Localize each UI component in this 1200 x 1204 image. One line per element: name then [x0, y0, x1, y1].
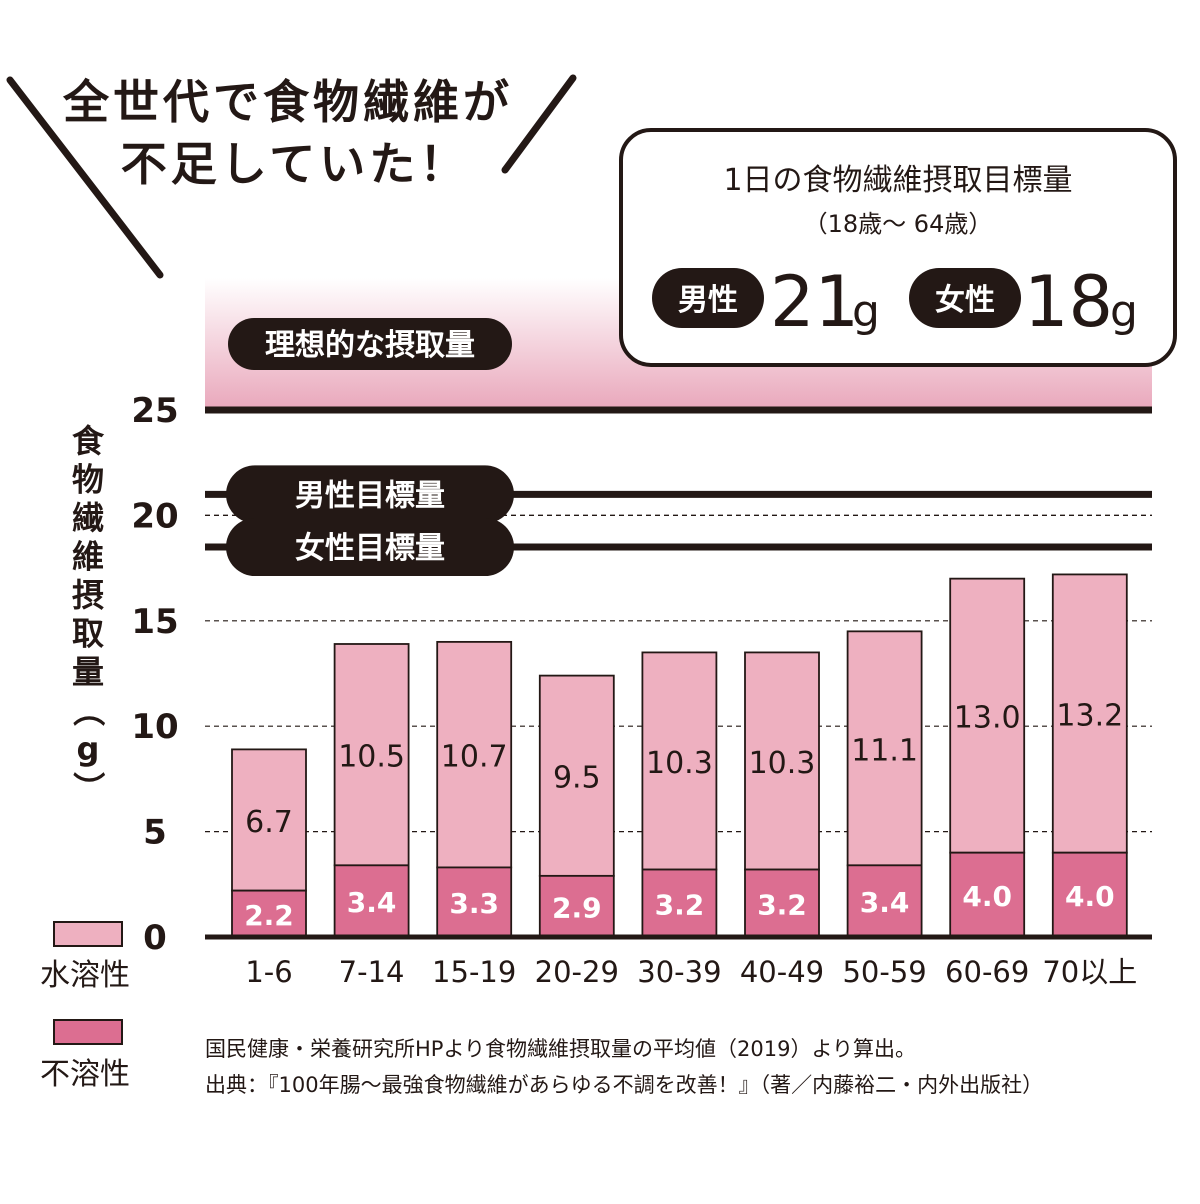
- headline-slash-left: [6, 76, 164, 279]
- data-label-insoluble: 3.4: [860, 886, 910, 919]
- data-label-soluble: 10.3: [749, 746, 816, 781]
- bar-insoluble: [1051, 851, 1128, 938]
- data-label-soluble: 10.5: [338, 740, 405, 775]
- male-target-unit: g: [852, 286, 880, 337]
- data-label-insoluble: 3.2: [655, 888, 705, 921]
- y-axis-label-char: 物: [72, 461, 104, 499]
- x-tick-label: 40-49: [740, 955, 824, 989]
- male-pill: [652, 268, 764, 328]
- y-tick-label: 20: [131, 496, 178, 536]
- female-target-pill: [226, 518, 514, 577]
- bar-insoluble: [744, 868, 820, 938]
- bar-soluble: [538, 674, 615, 877]
- data-label-soluble: 13.0: [954, 701, 1021, 736]
- headline-line-2: 不足していた！: [121, 137, 470, 191]
- female-target-label: 女性目標量: [295, 531, 445, 566]
- bars: [205, 573, 1152, 940]
- footnote-line-1: 国民健康・栄養研究所HPより食物繊維摂取量の平均値（2019）より算出。: [205, 1037, 916, 1061]
- data-label-soluble: 11.1: [851, 733, 918, 768]
- y-tick-label: 5: [143, 813, 167, 853]
- y-tick-label: 10: [131, 707, 178, 747]
- legend-label-soluble: 水溶性: [40, 958, 130, 993]
- y-tick-label: 0: [143, 918, 167, 958]
- male-target-value: 21: [770, 261, 859, 343]
- female-pill: [909, 268, 1021, 328]
- female-pill-label: 女性: [935, 283, 995, 318]
- y-axis-label: 食物繊維摂取量（ g）: [69, 422, 107, 804]
- bar-soluble: [333, 643, 410, 867]
- bar-soluble: [231, 748, 307, 892]
- bar-insoluble: [333, 864, 410, 938]
- x-tick-label: 15-19: [432, 955, 516, 989]
- target-box-subtitle: （18歳～ 64歳）: [804, 210, 993, 238]
- ideal-intake-label: 理想的な摂取量: [265, 328, 475, 363]
- bar-insoluble: [641, 868, 718, 938]
- footnote-line-2: 出典：『100年腸～最強食物繊維があらゆる不調を改善！』（著／内藤裕二・内外出版…: [205, 1073, 1043, 1097]
- male-target-pill: [226, 465, 514, 524]
- x-tick-label: 60-69: [945, 955, 1029, 989]
- data-label-insoluble: 4.0: [962, 880, 1012, 913]
- female-target-value: 18: [1024, 261, 1113, 343]
- data-label-soluble: 13.2: [1056, 699, 1123, 734]
- data-label-soluble: 10.3: [646, 746, 713, 781]
- legend-label-insoluble: 不溶性: [40, 1057, 130, 1092]
- male-target-label: 男性目標量: [295, 478, 445, 513]
- male-pill-label: 男性: [678, 283, 738, 318]
- y-axis-label-char: 取: [72, 615, 104, 653]
- bar-insoluble: [231, 889, 307, 938]
- y-tick-label: 25: [131, 391, 178, 431]
- y-tick-label: 15: [131, 602, 178, 642]
- x-tick-label: 50-59: [842, 955, 926, 989]
- y-axis-label-char: 維: [72, 538, 104, 576]
- x-tick-label: 30-39: [637, 955, 721, 989]
- data-label-insoluble: 3.2: [757, 888, 807, 921]
- y-axis-label-char: 量: [72, 653, 104, 691]
- data-label-soluble: 9.5: [553, 761, 601, 796]
- bar-soluble: [744, 651, 820, 871]
- bar-insoluble: [949, 851, 1026, 938]
- legend: 水溶性 不溶性: [40, 921, 130, 1092]
- data-labels: 6.7 2.2 10.5 3.4 10.7 3.3 9.5 2.9 10.3 3.2 10.3 3.2…: [244, 699, 1123, 932]
- y-axis-label-char: 食: [72, 422, 105, 460]
- legend-swatch-soluble: [53, 921, 123, 947]
- legend-swatch-insoluble: [53, 1019, 123, 1045]
- female-target-unit: g: [1110, 286, 1138, 337]
- x-axis-category-labels: 1-6 7-14 15-19 20-29 30-39 40-49 50-59 60-69 70以…: [245, 955, 1137, 989]
- x-tick-label: 70以上: [1042, 955, 1137, 989]
- y-axis-label-char: 繊: [72, 499, 104, 537]
- y-axis-label-char: g: [77, 730, 100, 768]
- headline-line-1: 全世代で食物繊維が: [62, 75, 513, 129]
- y-axis-label-char: （: [69, 694, 107, 726]
- y-axis-label-char: 摂: [72, 576, 104, 614]
- data-label-soluble: 10.7: [441, 740, 508, 775]
- data-label-soluble: 6.7: [245, 805, 293, 840]
- target-box-title: 1日の食物繊維摂取目標量: [723, 163, 1072, 198]
- x-tick-label: 1-6: [245, 955, 292, 989]
- x-tick-label: 7-14: [339, 955, 405, 989]
- data-label-insoluble: 2.9: [552, 891, 602, 924]
- x-tick-label: 20-29: [535, 955, 619, 989]
- target-intake-box: 1日の食物繊維摂取目標量 （18歳～ 64歳） 男性 21 g 女性 18 g: [619, 128, 1177, 367]
- y-axis-label-char: ）: [69, 771, 107, 803]
- data-label-insoluble: 3.3: [449, 887, 499, 920]
- data-label-insoluble: 4.0: [1065, 880, 1115, 913]
- headline-slash-right: [501, 74, 577, 174]
- bar-soluble: [641, 651, 718, 871]
- y-axis-ticks: 0 5 10 15 20 25: [131, 391, 178, 958]
- ideal-intake-pill: [228, 318, 512, 370]
- data-label-insoluble: 3.4: [347, 886, 397, 919]
- bar-soluble: [1051, 573, 1128, 854]
- data-label-insoluble: 2.2: [244, 899, 294, 932]
